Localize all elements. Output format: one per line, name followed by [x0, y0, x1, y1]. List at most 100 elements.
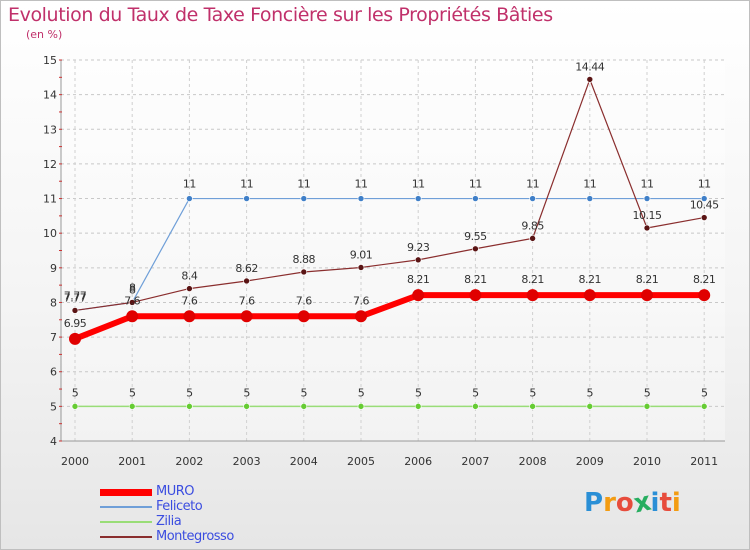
data-point-muro: [526, 289, 539, 302]
x-tick-label: 2011: [690, 455, 718, 468]
x-tick-label: 2007: [461, 455, 489, 468]
data-label-montegrosso: 8.88: [293, 253, 316, 266]
data-label-zilia: 5: [186, 386, 193, 399]
chart-title: Evolution du Taux de Taxe Foncière sur l…: [8, 4, 553, 26]
data-label-zilia: 5: [415, 386, 422, 399]
data-point-muro: [183, 310, 196, 323]
data-label-muro: 6.95: [64, 317, 87, 330]
data-point-montegrosso: [586, 76, 594, 83]
data-label-feliceto: 11: [240, 178, 253, 191]
data-label-montegrosso: 9.85: [521, 219, 544, 232]
data-label-zilia: 5: [587, 386, 594, 399]
data-point-montegrosso: [243, 277, 250, 285]
data-point-muro: [240, 310, 253, 323]
data-label-zilia: 5: [243, 386, 250, 399]
data-label-feliceto: 11: [641, 178, 654, 191]
data-label-zilia: 5: [129, 386, 136, 399]
data-point-montegrosso: [529, 235, 536, 242]
logo-letter: t: [659, 488, 672, 518]
x-tick-label: 2002: [175, 455, 203, 468]
logo-letter: i: [671, 488, 681, 518]
data-label-montegrosso: 9.01: [350, 248, 373, 261]
data-point-montegrosso: [71, 307, 79, 314]
x-tick-label: 2006: [404, 455, 432, 468]
data-label-muro: 8.21: [693, 273, 716, 286]
data-point-montegrosso: [128, 299, 136, 306]
data-point-muro: [355, 310, 367, 323]
data-label-muro: 8.21: [636, 273, 659, 286]
data-point-muro: [469, 289, 482, 302]
y-tick-label: 12: [43, 158, 57, 171]
data-label-feliceto: 11: [526, 178, 539, 191]
x-tick-label: 2003: [233, 455, 261, 468]
x-tick-label: 2009: [576, 455, 604, 468]
legend-swatch: [100, 521, 152, 523]
data-point-feliceto: [529, 195, 536, 202]
data-label-feliceto: 11: [297, 178, 310, 191]
data-label-feliceto: 7.77: [64, 289, 87, 302]
x-tick-label: 2010: [633, 455, 661, 468]
legend-item-feliceto: Feliceto: [100, 499, 300, 515]
data-point-feliceto: [700, 195, 708, 202]
legend-label: Zilia: [156, 514, 182, 529]
y-tick-label: 4: [50, 435, 57, 448]
plot-area: [61, 60, 725, 441]
data-point-zilia: [700, 403, 708, 410]
y-tick-label: 8: [50, 296, 57, 309]
data-label-montegrosso: 8: [129, 283, 136, 296]
data-label-muro: 8.21: [407, 273, 430, 286]
data-point-muro: [583, 289, 596, 302]
data-label-zilia: 5: [358, 386, 365, 399]
data-label-montegrosso: 8.62: [235, 262, 258, 275]
data-point-montegrosso: [414, 256, 422, 264]
y-tick-label: 11: [43, 193, 57, 206]
data-label-muro: 7.6: [296, 294, 312, 307]
logo-letter: i: [650, 488, 660, 518]
data-point-zilia: [472, 403, 479, 410]
legend-item-zilia: Zilia: [100, 514, 300, 530]
data-point-montegrosso: [472, 245, 479, 253]
data-point-zilia: [128, 403, 136, 410]
data-label-montegrosso: 8.4: [181, 270, 197, 283]
data-point-zilia: [414, 403, 422, 410]
y-tick-label: 7: [50, 331, 57, 344]
data-point-feliceto: [414, 195, 422, 202]
data-label-feliceto: 11: [469, 178, 482, 191]
legend-label: Feliceto: [156, 499, 203, 514]
data-label-feliceto: 11: [583, 178, 596, 191]
data-point-montegrosso: [300, 268, 308, 276]
data-label-montegrosso: 9.55: [464, 230, 487, 243]
data-label-montegrosso: 14.44: [575, 60, 604, 73]
chart-subtitle: (en %): [26, 28, 63, 41]
data-label-muro: 8.21: [521, 273, 544, 286]
y-tick-label: 14: [43, 89, 57, 102]
data-point-muro: [297, 310, 310, 323]
data-label-muro: 8.21: [464, 273, 487, 286]
data-point-zilia: [300, 403, 308, 410]
proxiti-logo: Proxiti: [584, 487, 681, 520]
data-label-muro: 7.6: [181, 294, 197, 307]
x-tick-label: 2008: [519, 455, 547, 468]
legend-label: Montegrosso: [156, 529, 234, 544]
y-tick-label: 6: [50, 366, 57, 379]
data-point-montegrosso: [357, 264, 365, 271]
data-label-muro: 7.6: [124, 294, 140, 307]
legend-item-muro: MURO: [100, 484, 300, 500]
data-label-zilia: 5: [301, 386, 308, 399]
data-point-feliceto: [243, 195, 250, 202]
data-point-feliceto: [186, 195, 193, 202]
x-tick-label: 2000: [61, 455, 89, 468]
data-point-feliceto: [586, 195, 594, 202]
data-label-feliceto: 8: [129, 281, 136, 294]
legend-swatch: [100, 489, 152, 496]
series-line-feliceto: [74, 197, 705, 312]
data-point-zilia: [71, 403, 79, 410]
y-tick-label: 10: [43, 227, 57, 240]
data-point-feliceto: [472, 195, 479, 202]
data-point-zilia: [586, 403, 594, 410]
data-point-muro: [126, 310, 139, 323]
x-tick-label: 2004: [290, 455, 318, 468]
logo-letter: o: [615, 488, 634, 518]
